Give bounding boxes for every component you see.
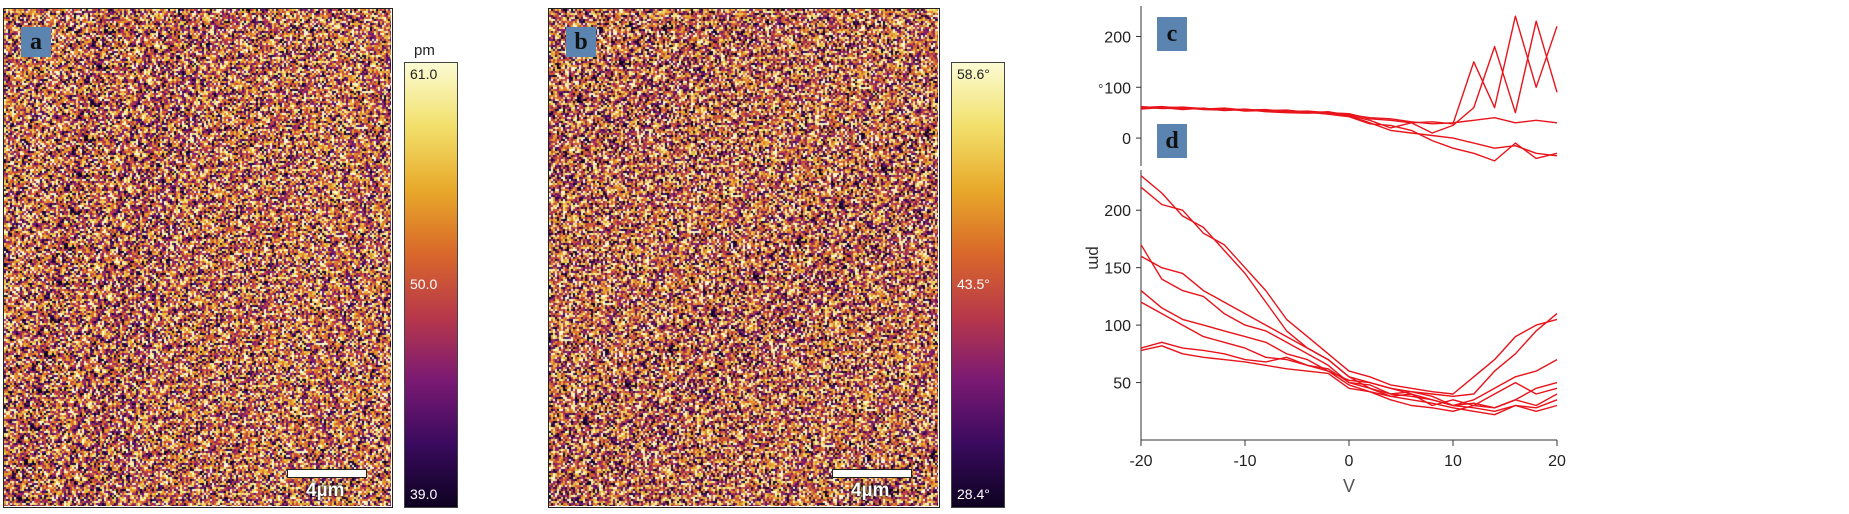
series-line bbox=[1140, 290, 1558, 412]
colorbar-a: 61.0 50.0 39.0 bbox=[404, 62, 458, 508]
panel-c-tag: c bbox=[1157, 17, 1187, 51]
y-tick-label: 100 bbox=[1104, 318, 1131, 335]
y-tick-label: 100 bbox=[1104, 80, 1131, 97]
y-tick-label: 0 bbox=[1122, 131, 1131, 148]
phase-loop-plot: 200 100 0 ° bbox=[1090, 6, 1558, 166]
phase-map bbox=[549, 9, 938, 506]
series-line bbox=[1140, 106, 1558, 162]
afm-height-image bbox=[3, 8, 393, 508]
x-tick-label: 20 bbox=[1548, 453, 1566, 470]
panel-d-tag: d bbox=[1157, 124, 1187, 158]
x-axis-label: V bbox=[1343, 476, 1355, 496]
y-tick-label: 50 bbox=[1113, 376, 1131, 393]
series-line bbox=[1140, 175, 1558, 397]
y-axis-label: ° bbox=[1090, 83, 1106, 89]
x-tick-label: -10 bbox=[1233, 453, 1256, 470]
afm-phase-image bbox=[548, 8, 940, 508]
amplitude-loop-plot: 200 150 100 50 -20 -10 0 10 20 Vpm bbox=[1085, 170, 1566, 496]
panel-b-scale-label: 4µm bbox=[851, 480, 890, 501]
series-line bbox=[1140, 186, 1558, 395]
series-line bbox=[1140, 341, 1558, 409]
colorbar-a-min: 39.0 bbox=[410, 486, 438, 502]
series-line bbox=[1140, 301, 1558, 412]
panel-a-scale-label: 4µm bbox=[306, 480, 345, 501]
x-tick-label: -20 bbox=[1129, 453, 1152, 470]
panel-a-tag: a bbox=[21, 27, 51, 57]
colorbar-a-max: 61.0 bbox=[410, 66, 438, 82]
y-tick-label: 200 bbox=[1104, 29, 1131, 46]
y-tick-label: 150 bbox=[1104, 261, 1131, 278]
colorbar-b: 58.6° 43.5° 28.4° bbox=[951, 62, 1005, 508]
height-map bbox=[4, 9, 391, 506]
x-tick-label: 10 bbox=[1444, 453, 1462, 470]
panel-a-scale-bar bbox=[287, 469, 367, 478]
switching-loops-chart: 200 100 0 ° 200 150 100 50 -20 -10 0 10 20 Vpm bbox=[1085, 6, 1566, 496]
panel-b-scale-bar bbox=[832, 469, 912, 478]
colorbar-b-mid: 43.5° bbox=[957, 276, 990, 292]
colorbar-a-mid: 50.0 bbox=[410, 276, 438, 292]
panel-b-tag: b bbox=[566, 27, 596, 57]
x-tick-label: 0 bbox=[1345, 453, 1354, 470]
colorbar-b-min: 28.4° bbox=[957, 486, 990, 502]
series-line bbox=[1140, 345, 1558, 416]
colorbar-b-max: 58.6° bbox=[957, 66, 990, 82]
colorbar-a-unit: pm bbox=[414, 42, 435, 59]
y-axis-label: pm bbox=[1085, 246, 1104, 270]
y-tick-label: 200 bbox=[1104, 203, 1131, 220]
series-line bbox=[1140, 255, 1558, 407]
